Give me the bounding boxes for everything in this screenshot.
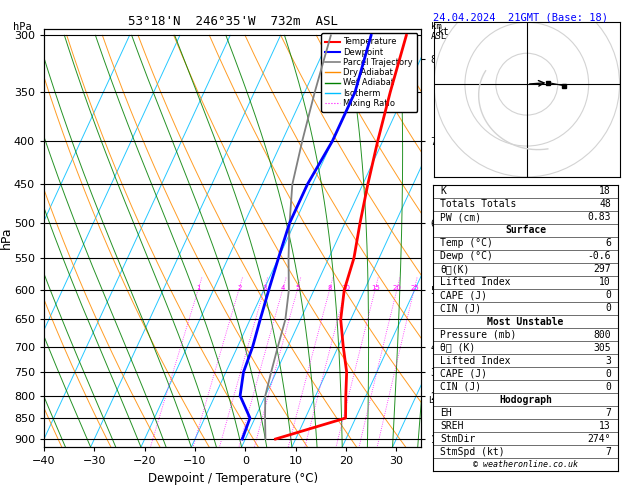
Text: Pressure (mb): Pressure (mb) [440,330,516,340]
Text: Surface: Surface [505,226,546,235]
Text: 4: 4 [281,285,285,292]
Text: 2: 2 [237,285,242,292]
Text: LCL: LCL [428,396,445,405]
Text: 274°: 274° [587,434,611,444]
Text: km
ASL: km ASL [431,22,447,41]
Text: © weatheronline.co.uk: © weatheronline.co.uk [473,460,578,469]
Text: 800: 800 [593,330,611,340]
Text: CAPE (J): CAPE (J) [440,369,487,379]
X-axis label: Dewpoint / Temperature (°C): Dewpoint / Temperature (°C) [148,472,318,485]
Y-axis label: hPa: hPa [0,227,13,249]
Text: CIN (J): CIN (J) [440,382,481,392]
Text: 13: 13 [599,421,611,431]
Text: -0.6: -0.6 [587,251,611,261]
Text: Hodograph: Hodograph [499,395,552,405]
Text: CIN (J): CIN (J) [440,303,481,313]
Text: hPa: hPa [13,22,31,32]
Text: 5: 5 [296,285,300,292]
Text: K: K [440,186,446,196]
Text: 18: 18 [599,186,611,196]
Text: 25: 25 [410,285,419,292]
Text: 3: 3 [605,356,611,365]
Legend: Temperature, Dewpoint, Parcel Trajectory, Dry Adiabat, Wet Adiabat, Isotherm, Mi: Temperature, Dewpoint, Parcel Trajectory… [321,34,417,112]
Text: EH: EH [440,408,452,418]
Text: CAPE (J): CAPE (J) [440,291,487,300]
Text: 0: 0 [605,382,611,392]
Text: 10: 10 [342,285,350,292]
Text: 3: 3 [262,285,267,292]
Text: 8: 8 [328,285,332,292]
Text: Lifted Index: Lifted Index [440,356,511,365]
Text: 305: 305 [593,343,611,353]
Text: 7: 7 [605,447,611,457]
Text: 0.83: 0.83 [587,212,611,222]
Text: Most Unstable: Most Unstable [487,316,564,327]
Text: 1: 1 [196,285,201,292]
Text: kt: kt [438,27,450,37]
Text: 10: 10 [599,278,611,287]
Text: 6: 6 [605,238,611,248]
Text: Totals Totals: Totals Totals [440,199,516,209]
Text: 24.04.2024  21GMT (Base: 18): 24.04.2024 21GMT (Base: 18) [433,12,608,22]
Text: 0: 0 [605,291,611,300]
Text: 0: 0 [605,369,611,379]
Text: θᴄ (K): θᴄ (K) [440,343,476,353]
Text: θᴄ(K): θᴄ(K) [440,264,470,275]
Text: SREH: SREH [440,421,464,431]
Text: 0: 0 [605,303,611,313]
Text: Temp (°C): Temp (°C) [440,238,493,248]
Text: StmSpd (kt): StmSpd (kt) [440,447,505,457]
Y-axis label: Mixing Ratio (g/kg): Mixing Ratio (g/kg) [467,195,476,281]
Text: 48: 48 [599,199,611,209]
Text: StmDir: StmDir [440,434,476,444]
Text: 297: 297 [593,264,611,275]
Text: 7: 7 [605,408,611,418]
Text: PW (cm): PW (cm) [440,212,481,222]
Text: Lifted Index: Lifted Index [440,278,511,287]
Text: Dewp (°C): Dewp (°C) [440,251,493,261]
Title: 53°18'N  246°35'W  732m  ASL: 53°18'N 246°35'W 732m ASL [128,15,338,28]
Text: 15: 15 [371,285,380,292]
Text: 20: 20 [392,285,402,292]
